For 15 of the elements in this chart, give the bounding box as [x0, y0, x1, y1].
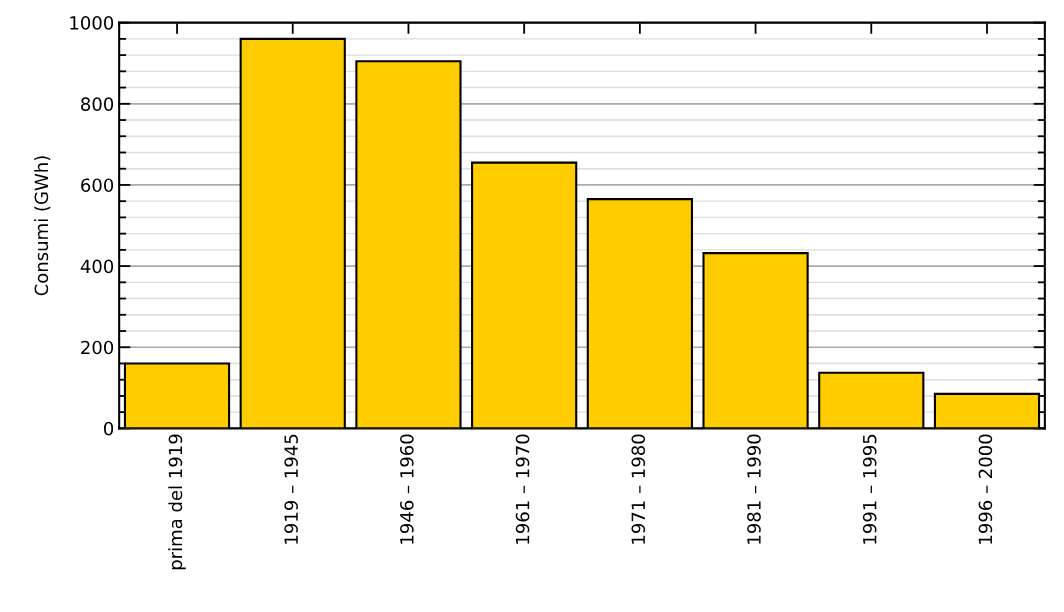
x-tick-label: 1996 – 2000 [978, 434, 993, 544]
y-tick-label: 400 [80, 259, 114, 274]
y-tick-label: 200 [81, 340, 114, 355]
x-tick-label: 1971 – 1980 [631, 434, 646, 544]
y-tick-label: 600 [81, 178, 114, 193]
x-tick-label: 1991 – 1995 [862, 434, 877, 544]
x-tick-label: 1946 – 1960 [400, 434, 414, 544]
x-tick-label: 1919 – 1945 [284, 434, 298, 544]
y-tick-label: 0 [104, 421, 114, 436]
y-tick-label: 800 [81, 97, 114, 111]
x-tick-label: prima del 1919 [168, 434, 186, 570]
y-tick-label: 1000 [70, 16, 114, 30]
x-tick-label: 1961 – 1970 [515, 434, 530, 544]
y-axis-title: Consumi (GWh) [34, 156, 51, 296]
x-tick-label: 1981 – 1990 [747, 434, 761, 544]
